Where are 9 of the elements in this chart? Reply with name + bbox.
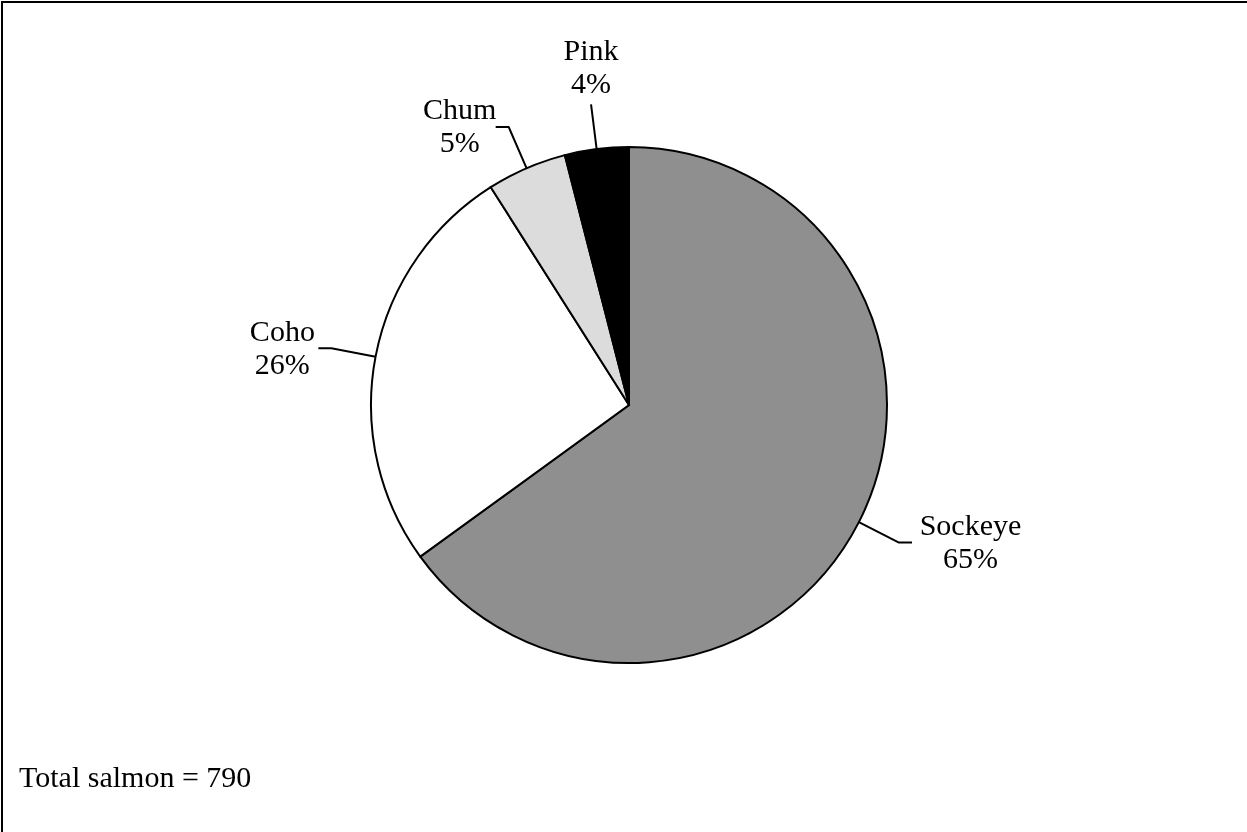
data-label: 4% <box>571 65 612 99</box>
slice-label: Chum <box>422 92 497 126</box>
text: Total salmon = 790 <box>19 760 252 793</box>
data-label: 26% <box>254 346 310 380</box>
slice-label: Pink <box>563 32 619 66</box>
data-label: 65% <box>942 541 998 575</box>
data-label: 5% <box>439 125 480 159</box>
slice-label: Sockeye <box>919 508 1022 542</box>
slice-label: Coho <box>249 313 315 347</box>
